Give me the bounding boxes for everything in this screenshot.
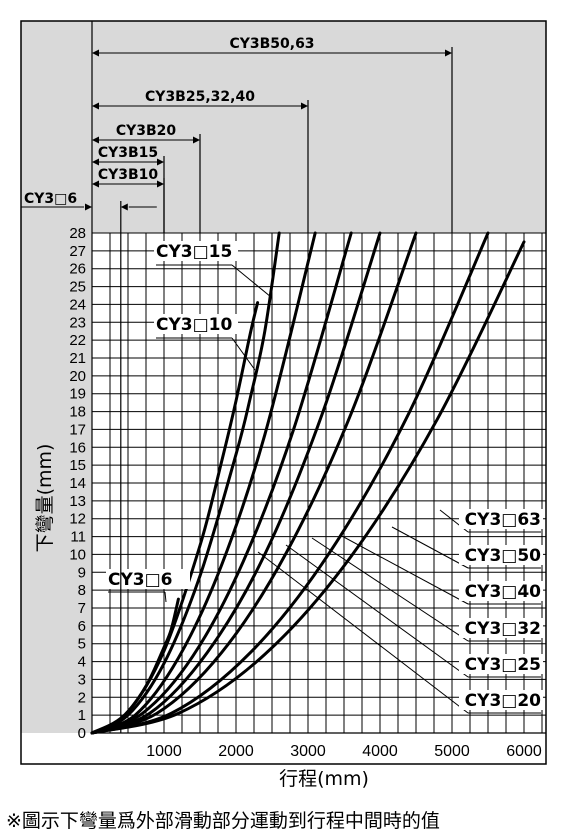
- series-line-4: [90, 231, 317, 735]
- x-tick-label: 6000: [506, 743, 542, 760]
- series-label: CY3□25: [465, 655, 541, 675]
- range-arrow: [92, 158, 99, 166]
- range-label: CY3B10: [98, 167, 159, 183]
- deflection-chart: 0123456789101112131415161718192021222324…: [20, 20, 547, 790]
- y-tick-label: 8: [78, 582, 86, 599]
- y-tick-label: 11: [70, 529, 86, 546]
- y-tick-label: 3: [78, 671, 86, 688]
- range-arrow: [120, 203, 128, 211]
- series-label-bg: [106, 569, 190, 589]
- series-label-leader: [285, 544, 469, 678]
- x-tick-label: 2000: [218, 743, 254, 760]
- y-tick-label: 10: [69, 546, 86, 563]
- y-tick-label: 14: [69, 475, 86, 492]
- series-label-bg: [459, 545, 543, 565]
- range-arrow: [92, 49, 99, 57]
- series-label: CY3□32: [465, 619, 541, 639]
- range-label: CY3B15: [98, 145, 158, 161]
- y-tick-label: 28: [69, 225, 86, 242]
- series-label: CY3□50: [465, 546, 542, 566]
- series-label: CY3□6: [108, 570, 173, 590]
- range-arrow: [92, 180, 99, 188]
- range-arrow: [157, 158, 164, 166]
- y-axis-label: 下彎量(mm): [34, 444, 56, 553]
- y-tick-label: 7: [78, 600, 86, 617]
- series-label-bg: [459, 654, 543, 674]
- y-tick-label: 0: [78, 725, 86, 742]
- y-tick-label: 15: [69, 457, 86, 474]
- series-label: CY3□15: [156, 242, 232, 262]
- y-tick-label: 5: [78, 636, 86, 653]
- y-tick-label: 9: [78, 564, 86, 581]
- series-label-leader: [231, 264, 272, 298]
- series-label-leader: [231, 337, 256, 371]
- x-tick-label: 1000: [146, 743, 182, 760]
- range-arrow: [92, 136, 99, 144]
- series-label-leader: [257, 551, 469, 714]
- series-label-leader: [164, 591, 167, 603]
- y-tick-label: 17: [69, 421, 86, 438]
- y-tick-label: 16: [69, 439, 86, 456]
- y-tick-label: 12: [69, 511, 86, 528]
- series-line-5: [90, 231, 353, 735]
- y-tick-label: 18: [69, 404, 86, 421]
- series-line-9: [90, 240, 526, 735]
- range-arrow: [301, 102, 308, 110]
- series-label-bg: [459, 509, 543, 529]
- series-label: CY3□63: [465, 510, 541, 530]
- series-label-leader: [391, 526, 469, 569]
- range-label: CY3□6: [24, 191, 77, 207]
- y-tick-label: 1: [78, 707, 86, 724]
- series-label-bg: [459, 618, 543, 638]
- x-axis-label: 行程(mm): [279, 768, 369, 790]
- range-arrow: [92, 102, 99, 110]
- y-tick-label: 25: [69, 279, 86, 296]
- range-arrow: [193, 136, 200, 144]
- chart-frame: [20, 20, 547, 765]
- series-line-2: [90, 301, 260, 735]
- series-label-leader: [339, 534, 469, 605]
- series-line-3: [90, 231, 281, 735]
- y-tick-label: 21: [69, 350, 86, 367]
- range-label: CY3B25,32,40: [145, 89, 255, 105]
- x-tick-label: 5000: [434, 743, 470, 760]
- range-arrow: [157, 180, 164, 188]
- series-label: CY3□40: [465, 582, 542, 602]
- y-tick-label: 19: [69, 386, 86, 403]
- y-tick-label: 23: [69, 314, 86, 331]
- range-label: CY3B20: [116, 123, 177, 139]
- series-label-bg: [154, 314, 238, 334]
- y-tick-label: 20: [69, 368, 86, 385]
- y-tick-label: 22: [69, 332, 86, 349]
- series-line-8: [90, 231, 490, 735]
- series-label-leader: [311, 537, 469, 642]
- footnote: ※圖示下彎量爲外部滑動部分運動到行程中間時的值: [6, 810, 440, 832]
- series-line-6: [90, 231, 382, 735]
- y-tick-label: 26: [69, 261, 86, 278]
- series-label: CY3□10: [156, 315, 233, 335]
- series-label-bg: [459, 581, 543, 601]
- x-tick-label: 4000: [362, 743, 398, 760]
- series-label-bg: [154, 241, 238, 261]
- y-tick-label: 2: [78, 689, 86, 706]
- y-tick-label: 6: [78, 618, 86, 635]
- range-arrow: [445, 49, 452, 57]
- series-label: CY3□20: [465, 691, 542, 711]
- y-tick-label: 13: [69, 493, 86, 510]
- x-tick-label: 3000: [290, 743, 326, 760]
- range-label: CY3B50,63: [229, 36, 314, 52]
- y-tick-label: 4: [78, 654, 86, 671]
- series-label-bg: [459, 690, 543, 710]
- y-tick-label: 27: [69, 243, 86, 260]
- y-tick-label: 24: [69, 296, 86, 313]
- series-line-7: [90, 231, 418, 735]
- range-arrow: [85, 203, 92, 211]
